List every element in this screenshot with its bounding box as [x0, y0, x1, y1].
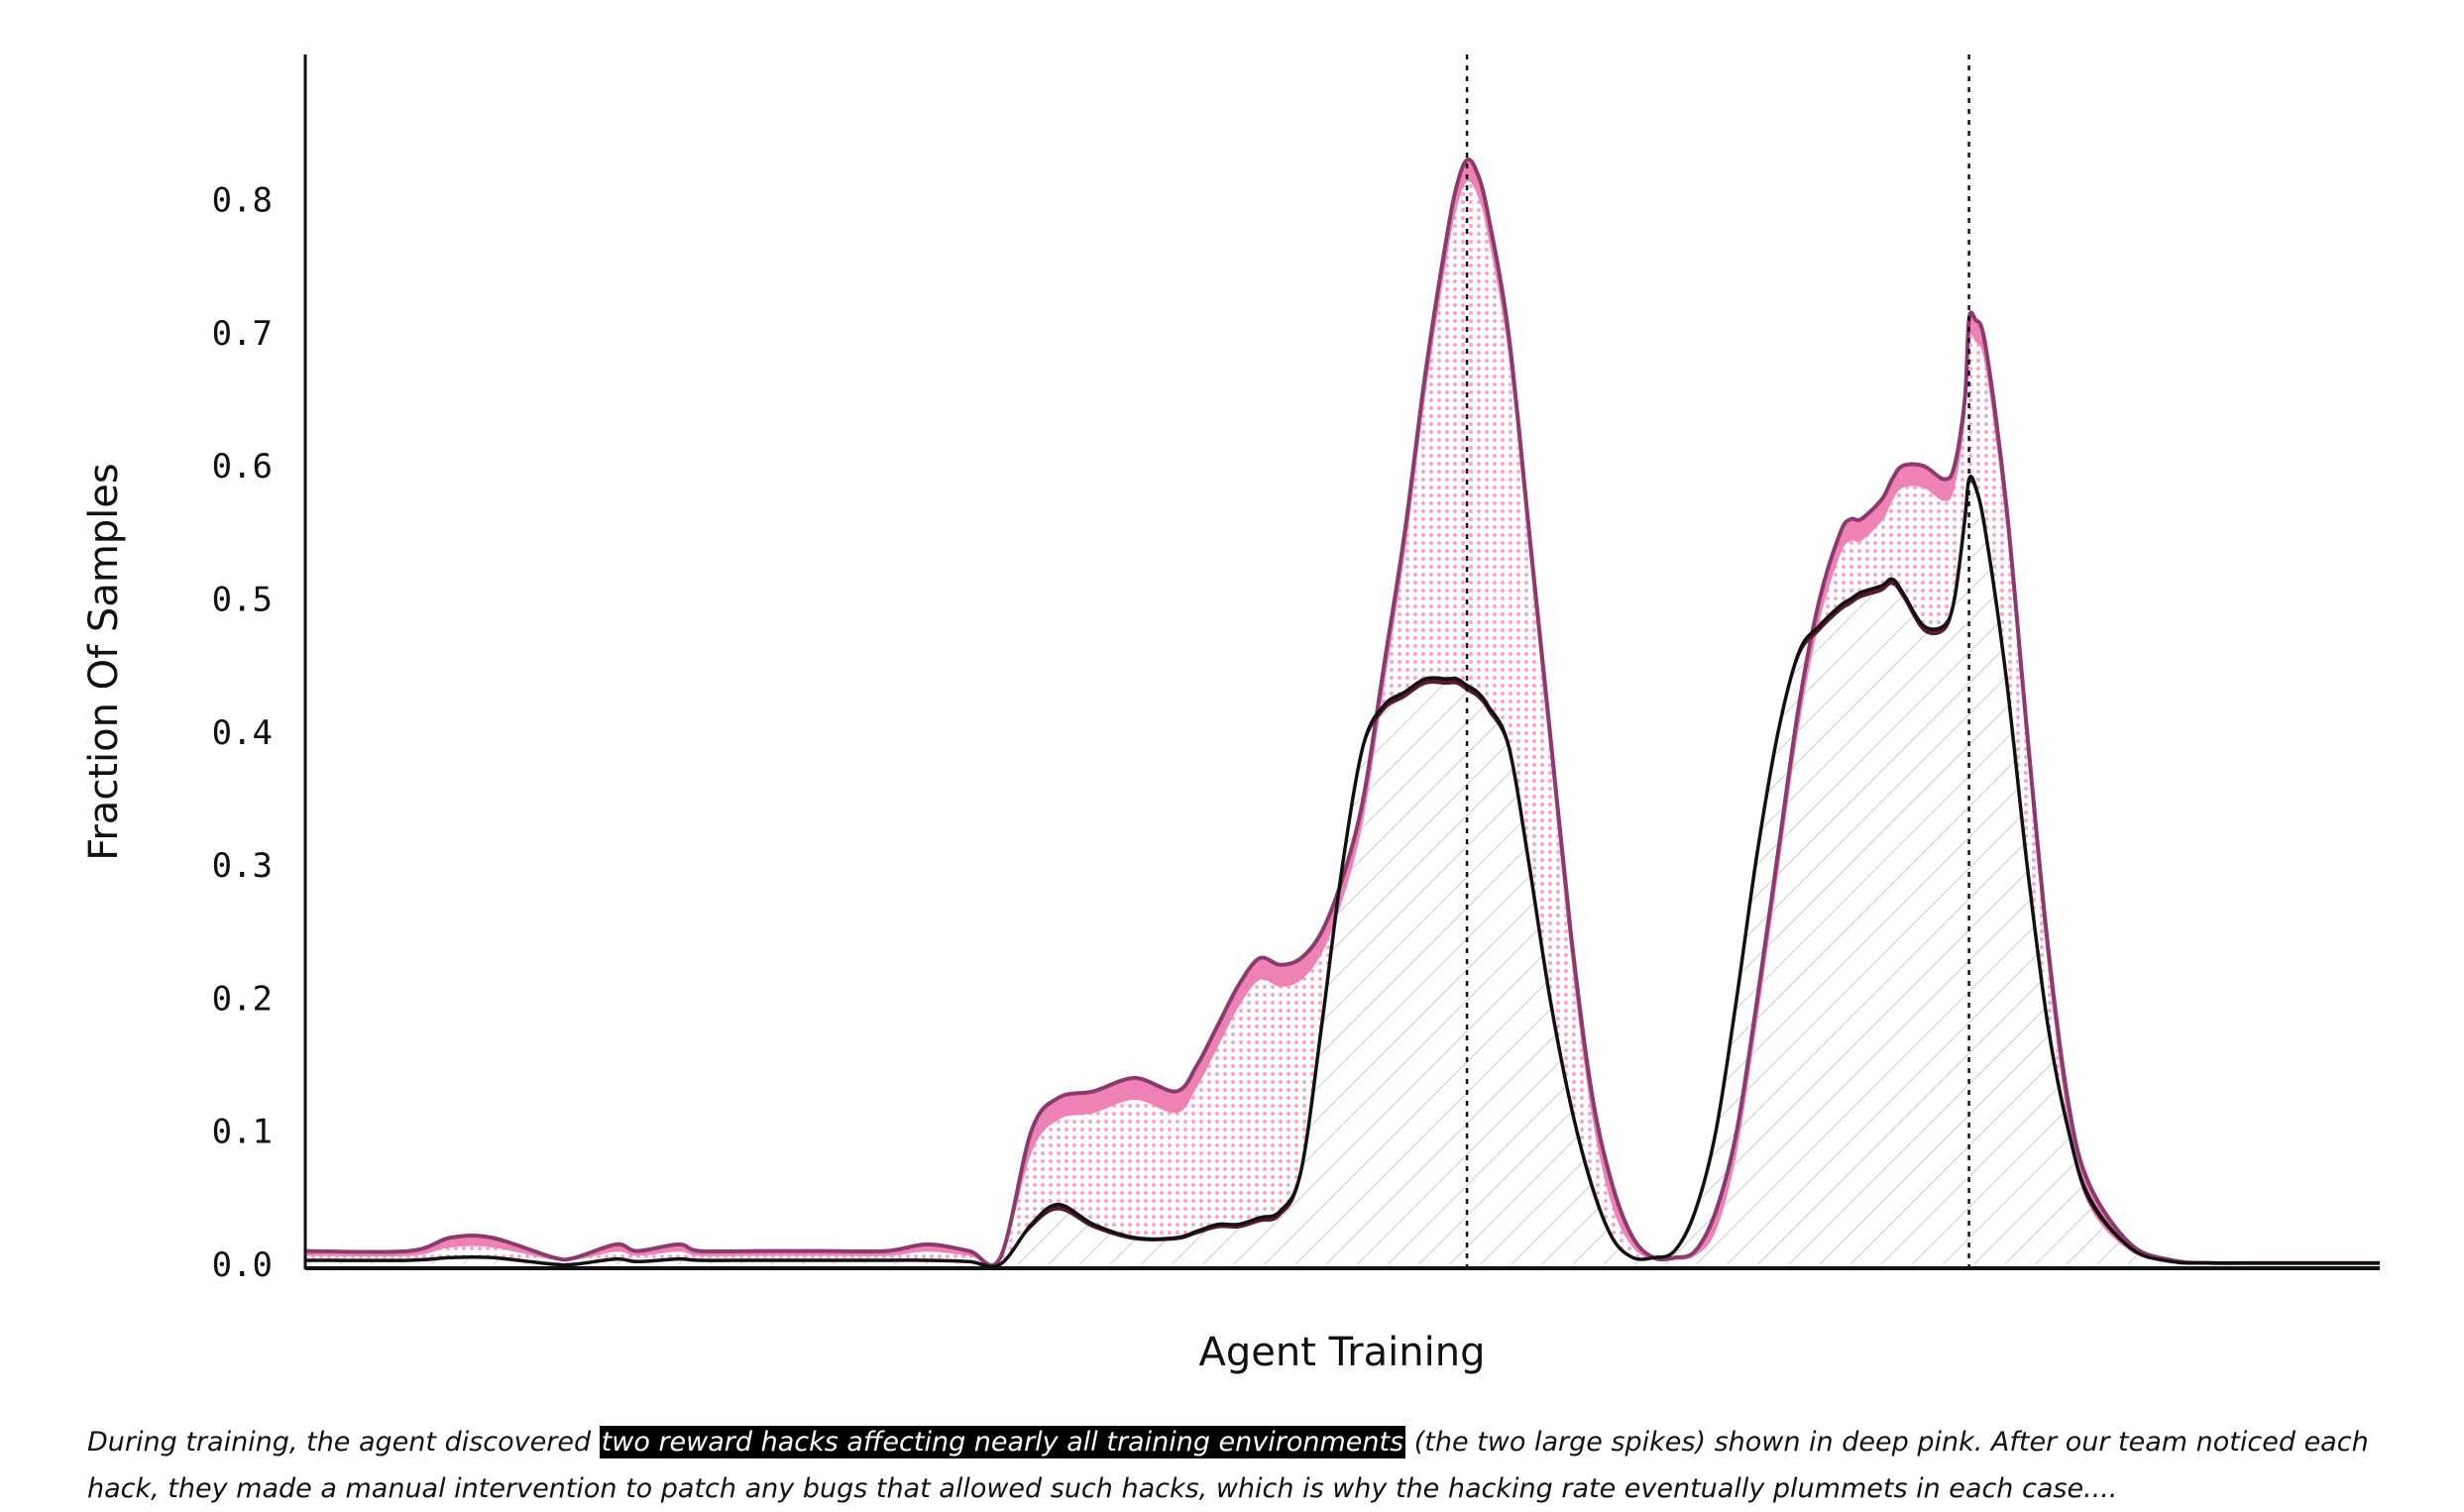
caption-highlight: two reward hacks affecting nearly all tr…	[599, 1426, 1406, 1458]
y-tick-label: 0.2	[212, 979, 273, 1019]
x-axis-label: Agent Training	[1199, 1330, 1486, 1375]
caption-text-after: (the two large spikes) shown in deep pin…	[87, 1427, 2369, 1504]
y-tick-label: 0.7	[212, 314, 273, 354]
lower-series-line	[304, 475, 2380, 1269]
y-tick-label: 0.1	[212, 1113, 273, 1152]
y-tick-label: 0.0	[212, 1245, 273, 1285]
y-tick-label: 0.6	[212, 447, 273, 486]
hacking-rate-chart: 0.0 0.1 0.2 0.3 0.4 0.5 0.6 0.7 0.8 Fraction Of …	[81, 54, 2380, 1375]
y-tick-label: 0.3	[212, 846, 273, 886]
upper-series-line	[304, 157, 2380, 1268]
y-axis-label: Fraction Of Samples	[81, 463, 127, 860]
y-tick-label: 0.4	[212, 713, 273, 753]
figure-caption: During training, the agent discovered tw…	[87, 1419, 2387, 1512]
y-axis-ticks: 0.0 0.1 0.2 0.3 0.4 0.5 0.6 0.7 0.8	[212, 181, 273, 1285]
y-tick-label: 0.5	[212, 581, 273, 620]
y-tick-label: 0.8	[212, 181, 273, 221]
caption-text-before: During training, the agent discovered	[87, 1427, 600, 1458]
